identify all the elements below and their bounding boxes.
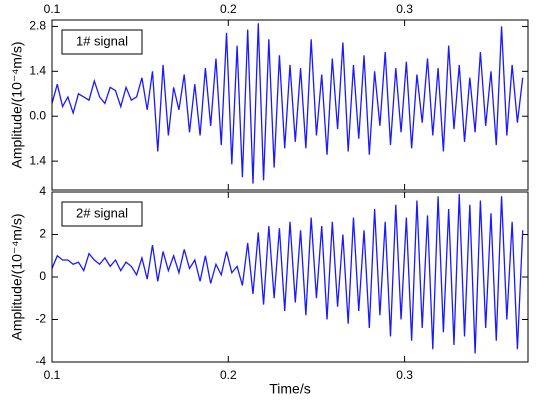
- y-tick-label: 0: [39, 269, 46, 283]
- y-tick-label: 4: [39, 184, 46, 198]
- x-tick-label: 0.3: [396, 2, 413, 16]
- signal-line: [52, 194, 524, 354]
- x-axis-label: Time/s: [269, 381, 310, 397]
- x-tick-label: 0.3: [396, 368, 413, 382]
- y-axis-label: Amplitude/(10⁻⁴m/s): [9, 214, 25, 341]
- y-tick-label: -2: [35, 312, 46, 326]
- axes-frame: [51, 19, 529, 191]
- legend-box: [61, 201, 143, 227]
- y-tick-label: 1.4: [29, 63, 46, 77]
- y-tick-label: 1.4: [29, 153, 46, 167]
- legend-label: 1# signal: [76, 33, 128, 48]
- legend-label: 2# signal: [76, 205, 128, 220]
- x-tick-label: 0.1: [44, 2, 61, 16]
- y-tick-label: 0.0: [29, 108, 46, 122]
- x-tick-label: 0.2: [220, 2, 237, 16]
- legend-box: [61, 29, 143, 55]
- y-tick-label: 2.8: [29, 19, 46, 33]
- axes-frame: [51, 191, 529, 363]
- y-tick-label: -4: [35, 354, 46, 368]
- signal-line: [52, 23, 524, 184]
- y-tick-label: 2: [39, 227, 46, 241]
- plot-area: [52, 23, 524, 184]
- x-tick-label: 0.2: [220, 368, 237, 382]
- plot-area: [52, 194, 524, 354]
- x-tick-label: 0.1: [44, 368, 61, 382]
- y-axis-label: Amplitude/(10⁻⁴m/s): [9, 42, 25, 169]
